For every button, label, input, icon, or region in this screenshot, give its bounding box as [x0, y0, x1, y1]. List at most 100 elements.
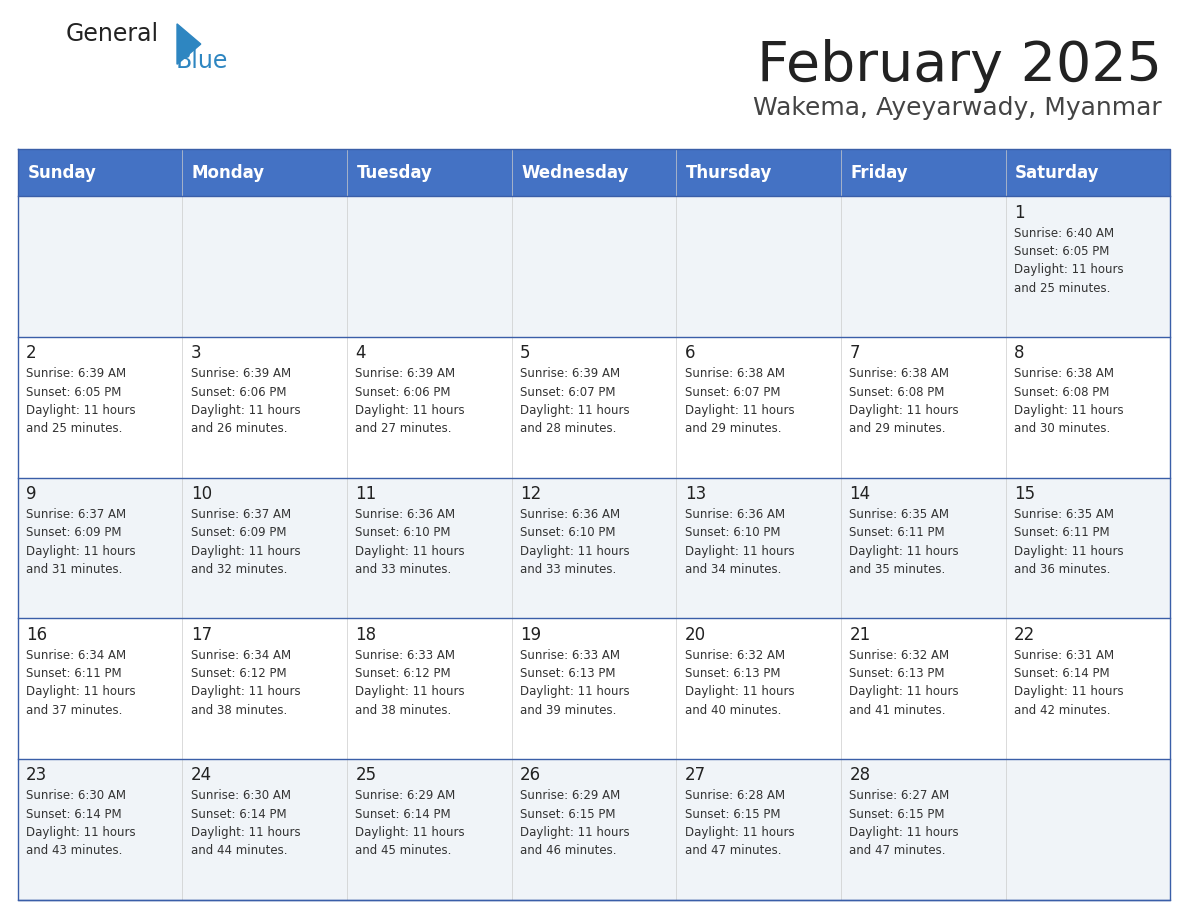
Text: 25: 25 — [355, 767, 377, 784]
Text: and 33 minutes.: and 33 minutes. — [355, 563, 451, 577]
Text: Sunset: 6:10 PM: Sunset: 6:10 PM — [684, 526, 781, 540]
Text: Daylight: 11 hours: Daylight: 11 hours — [191, 404, 301, 417]
Text: and 43 minutes.: and 43 minutes. — [26, 845, 122, 857]
Text: 11: 11 — [355, 485, 377, 503]
Text: Daylight: 11 hours: Daylight: 11 hours — [684, 544, 795, 558]
Bar — [18, 149, 183, 196]
Text: Daylight: 11 hours: Daylight: 11 hours — [191, 544, 301, 558]
Text: Daylight: 11 hours: Daylight: 11 hours — [849, 686, 959, 699]
Text: Daylight: 11 hours: Daylight: 11 hours — [191, 686, 301, 699]
Text: and 27 minutes.: and 27 minutes. — [355, 422, 451, 435]
Bar — [18, 196, 1170, 337]
Text: Sunset: 6:09 PM: Sunset: 6:09 PM — [26, 526, 121, 540]
Text: Sunrise: 6:37 AM: Sunrise: 6:37 AM — [26, 508, 126, 521]
Bar — [347, 149, 512, 196]
Text: Sunrise: 6:32 AM: Sunrise: 6:32 AM — [849, 649, 949, 662]
Text: Sunrise: 6:34 AM: Sunrise: 6:34 AM — [26, 649, 126, 662]
Polygon shape — [177, 24, 201, 64]
Text: 5: 5 — [520, 344, 531, 363]
Text: Daylight: 11 hours: Daylight: 11 hours — [1013, 544, 1124, 558]
Text: 26: 26 — [520, 767, 541, 784]
Text: Daylight: 11 hours: Daylight: 11 hours — [520, 686, 630, 699]
Text: and 31 minutes.: and 31 minutes. — [26, 563, 122, 577]
Text: and 25 minutes.: and 25 minutes. — [1013, 282, 1111, 295]
Text: Daylight: 11 hours: Daylight: 11 hours — [355, 826, 465, 839]
Text: and 37 minutes.: and 37 minutes. — [26, 704, 122, 717]
Text: 27: 27 — [684, 767, 706, 784]
Text: Sunrise: 6:29 AM: Sunrise: 6:29 AM — [520, 789, 620, 802]
Text: Saturday: Saturday — [1015, 163, 1100, 182]
Bar — [18, 619, 1170, 759]
Text: Daylight: 11 hours: Daylight: 11 hours — [1013, 686, 1124, 699]
Bar — [18, 759, 1170, 900]
Text: Sunset: 6:13 PM: Sunset: 6:13 PM — [520, 667, 615, 680]
Text: 14: 14 — [849, 485, 871, 503]
Text: and 25 minutes.: and 25 minutes. — [26, 422, 122, 435]
Text: 22: 22 — [1013, 626, 1035, 644]
Text: and 45 minutes.: and 45 minutes. — [355, 845, 451, 857]
Text: Sunrise: 6:35 AM: Sunrise: 6:35 AM — [1013, 508, 1114, 521]
Text: Sunset: 6:13 PM: Sunset: 6:13 PM — [684, 667, 781, 680]
Text: and 44 minutes.: and 44 minutes. — [191, 845, 287, 857]
Text: Sunset: 6:05 PM: Sunset: 6:05 PM — [26, 386, 121, 398]
Text: 20: 20 — [684, 626, 706, 644]
Text: Sunrise: 6:27 AM: Sunrise: 6:27 AM — [849, 789, 949, 802]
Bar — [841, 149, 1005, 196]
Text: Daylight: 11 hours: Daylight: 11 hours — [849, 404, 959, 417]
Text: Wakema, Ayeyarwady, Myanmar: Wakema, Ayeyarwady, Myanmar — [753, 96, 1162, 120]
Text: 1: 1 — [1013, 204, 1024, 222]
Text: Sunrise: 6:30 AM: Sunrise: 6:30 AM — [26, 789, 126, 802]
Text: Daylight: 11 hours: Daylight: 11 hours — [684, 686, 795, 699]
Text: and 29 minutes.: and 29 minutes. — [849, 422, 946, 435]
Text: Sunset: 6:14 PM: Sunset: 6:14 PM — [1013, 667, 1110, 680]
Text: 6: 6 — [684, 344, 695, 363]
Text: Sunrise: 6:39 AM: Sunrise: 6:39 AM — [520, 367, 620, 380]
Text: and 36 minutes.: and 36 minutes. — [1013, 563, 1111, 577]
Text: Wednesday: Wednesday — [522, 163, 628, 182]
Text: Sunrise: 6:38 AM: Sunrise: 6:38 AM — [684, 367, 784, 380]
Text: Sunset: 6:11 PM: Sunset: 6:11 PM — [26, 667, 121, 680]
Text: Sunset: 6:06 PM: Sunset: 6:06 PM — [355, 386, 451, 398]
Text: Daylight: 11 hours: Daylight: 11 hours — [26, 826, 135, 839]
Text: Daylight: 11 hours: Daylight: 11 hours — [355, 404, 465, 417]
Text: 18: 18 — [355, 626, 377, 644]
Text: Sunrise: 6:33 AM: Sunrise: 6:33 AM — [355, 649, 455, 662]
Text: and 41 minutes.: and 41 minutes. — [849, 704, 946, 717]
Text: Sunset: 6:14 PM: Sunset: 6:14 PM — [355, 808, 451, 821]
Text: 4: 4 — [355, 344, 366, 363]
Text: and 42 minutes.: and 42 minutes. — [1013, 704, 1111, 717]
Text: Sunset: 6:15 PM: Sunset: 6:15 PM — [684, 808, 781, 821]
Bar — [18, 477, 1170, 619]
Text: 24: 24 — [191, 767, 211, 784]
Text: 8: 8 — [1013, 344, 1024, 363]
Text: Sunrise: 6:36 AM: Sunrise: 6:36 AM — [520, 508, 620, 521]
Text: Daylight: 11 hours: Daylight: 11 hours — [1013, 263, 1124, 276]
Text: Daylight: 11 hours: Daylight: 11 hours — [849, 544, 959, 558]
Text: Sunset: 6:15 PM: Sunset: 6:15 PM — [849, 808, 944, 821]
Text: 9: 9 — [26, 485, 37, 503]
Text: Sunrise: 6:39 AM: Sunrise: 6:39 AM — [191, 367, 291, 380]
Text: Sunrise: 6:39 AM: Sunrise: 6:39 AM — [26, 367, 126, 380]
Text: 10: 10 — [191, 485, 211, 503]
Text: 15: 15 — [1013, 485, 1035, 503]
Text: Sunrise: 6:28 AM: Sunrise: 6:28 AM — [684, 789, 785, 802]
Text: Sunset: 6:14 PM: Sunset: 6:14 PM — [26, 808, 121, 821]
Text: and 39 minutes.: and 39 minutes. — [520, 704, 617, 717]
Text: Friday: Friday — [851, 163, 908, 182]
Text: Thursday: Thursday — [685, 163, 772, 182]
Text: Daylight: 11 hours: Daylight: 11 hours — [1013, 404, 1124, 417]
Text: Sunrise: 6:40 AM: Sunrise: 6:40 AM — [1013, 227, 1114, 240]
Text: and 47 minutes.: and 47 minutes. — [684, 845, 782, 857]
Text: Daylight: 11 hours: Daylight: 11 hours — [26, 544, 135, 558]
Text: Monday: Monday — [192, 163, 265, 182]
Text: Sunset: 6:05 PM: Sunset: 6:05 PM — [1013, 245, 1110, 258]
Text: Sunrise: 6:36 AM: Sunrise: 6:36 AM — [355, 508, 455, 521]
Text: 7: 7 — [849, 344, 860, 363]
Text: Sunrise: 6:38 AM: Sunrise: 6:38 AM — [1013, 367, 1114, 380]
Text: and 32 minutes.: and 32 minutes. — [191, 563, 287, 577]
Text: Daylight: 11 hours: Daylight: 11 hours — [355, 544, 465, 558]
Text: and 29 minutes.: and 29 minutes. — [684, 422, 782, 435]
Bar — [1005, 149, 1170, 196]
Text: and 38 minutes.: and 38 minutes. — [191, 704, 287, 717]
Text: Sunrise: 6:36 AM: Sunrise: 6:36 AM — [684, 508, 785, 521]
